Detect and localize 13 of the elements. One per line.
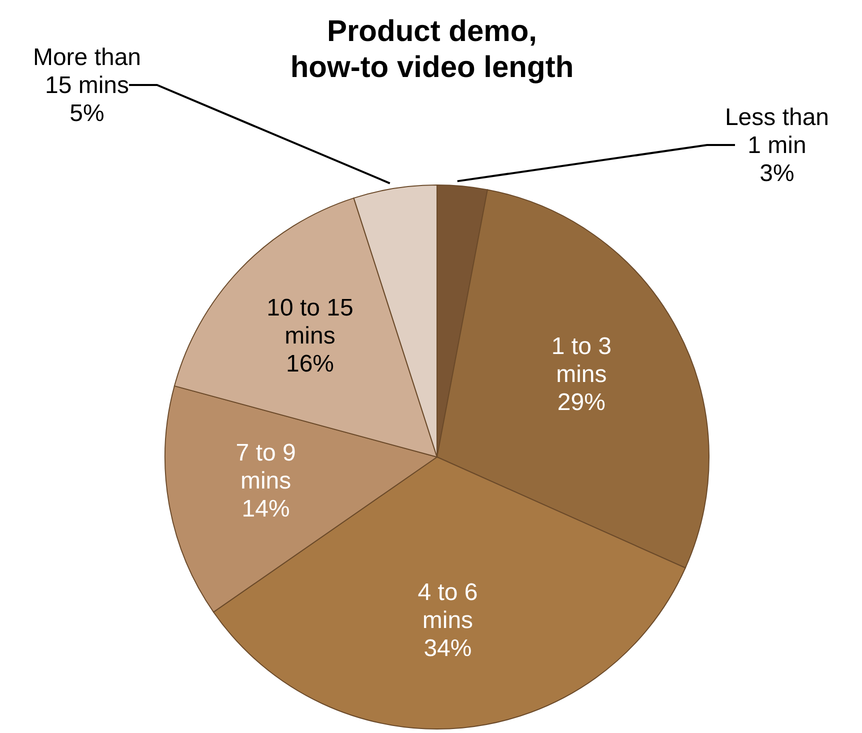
slice-label: 7 to 9 mins bbox=[236, 440, 296, 495]
data-label: 16% bbox=[286, 350, 334, 378]
slice-label: 10 to 15 mins bbox=[266, 294, 354, 350]
data-label: 34% bbox=[424, 634, 472, 662]
data-label: 5% bbox=[70, 100, 104, 127]
data-label: 3% bbox=[760, 160, 794, 187]
slice-label: More than 15 mins bbox=[32, 44, 142, 99]
data-label: 14% bbox=[242, 496, 290, 523]
data-label: 29% bbox=[557, 388, 606, 416]
slice-label: 1 to 3 mins bbox=[551, 332, 612, 388]
chart-title: Product demo, how-to video length bbox=[289, 14, 575, 86]
slice-label: Less than 1 min bbox=[724, 104, 830, 159]
slice-label: 4 to 6 mins bbox=[418, 578, 478, 634]
